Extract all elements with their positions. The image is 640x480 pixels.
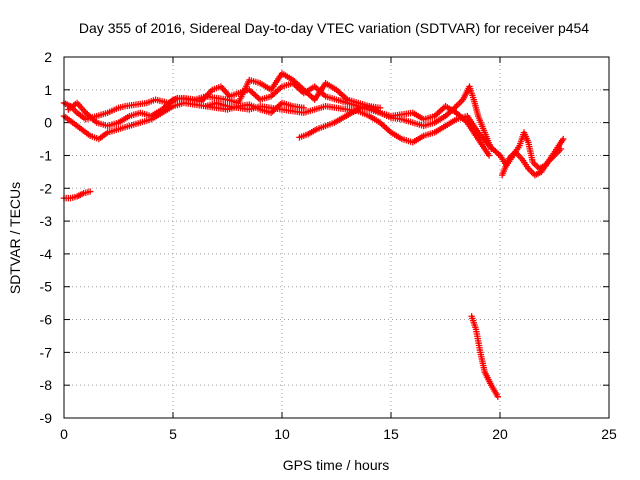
y-tick-label: -5 [40,279,53,295]
data-point [300,104,307,112]
y-tick-label: -6 [40,312,53,328]
data-point [560,135,567,143]
y-tick-label: -2 [40,180,53,196]
y-tick-label: -3 [40,213,53,229]
x-tick-label: 25 [601,426,617,442]
y-axis-label: SDTVAR / TECUs [7,182,23,294]
data-point [86,188,94,195]
x-axis-label: GPS time / hours [283,457,390,473]
grid [64,57,609,418]
y-tick-label: 2 [44,49,52,65]
x-tick-label: 15 [383,426,399,442]
chart-title: Day 355 of 2016, Sidereal Day-to-day VTE… [79,20,589,36]
y-tick-label: -4 [40,246,53,262]
x-tick-label: 0 [60,426,68,442]
y-tick-label: 0 [44,115,52,131]
data-point [494,393,502,400]
x-tick-label: 20 [492,426,508,442]
data-point [376,104,384,112]
plot-frame [63,56,610,419]
data-point [557,145,565,153]
y-tick-label: 1 [44,82,52,98]
axis-ticks: 0 5 10 15 20 25 -9 -8 -7 -6 -5 -4 -3 -2 -1 0 1 2 [40,49,617,442]
x-tick-label: 10 [274,426,290,442]
y-tick-label: -7 [40,344,53,360]
x-tick-label: 5 [169,426,177,442]
data-point [485,152,493,159]
y-tick-label: -1 [40,147,53,163]
data-points [60,70,567,400]
y-tick-label: -8 [40,377,53,393]
y-tick-label: -9 [40,410,53,426]
